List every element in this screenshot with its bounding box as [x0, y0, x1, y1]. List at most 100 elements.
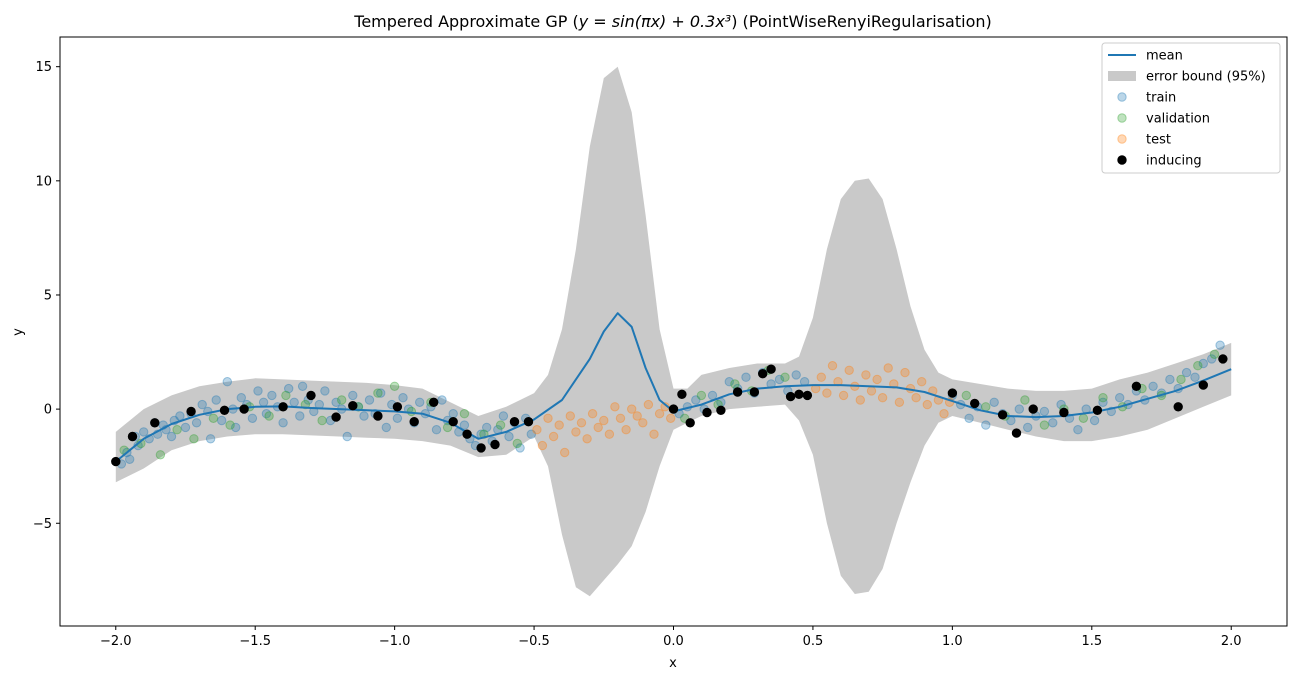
test-point [582, 434, 592, 444]
train-point [691, 395, 701, 405]
x-tick-label: −1.0 [379, 634, 411, 649]
train-point [284, 383, 294, 394]
inducing-point [1131, 381, 1142, 391]
chart-title-math: y = sin(πx) + 0.3x³ [578, 12, 731, 31]
train-point [231, 422, 241, 433]
inducing-point [1028, 404, 1038, 414]
test-point [593, 422, 603, 433]
validation-point [281, 390, 291, 401]
train-point [331, 397, 341, 407]
test-point [649, 429, 659, 439]
test-point [816, 372, 826, 382]
inducing-point [186, 406, 196, 417]
inducing-point [749, 387, 760, 397]
train-point [415, 397, 425, 407]
train-point [431, 425, 442, 435]
y-tick-label: 15 [35, 60, 52, 75]
inducing-point [1218, 354, 1228, 364]
train-point [1098, 397, 1108, 407]
test-point [537, 440, 548, 451]
axes: −2.0 −1.5 −1.0 −0.5 0.0 0.5 1.0 1.5 2.0 −5 0 5 10 15 [33, 36, 1288, 649]
inducing-point [1198, 380, 1209, 390]
inducing-point [462, 429, 472, 439]
inducing-point [278, 402, 288, 412]
test-point [894, 397, 905, 407]
test-point [554, 420, 564, 430]
inducing-point [668, 404, 679, 414]
inducing-point [509, 417, 520, 427]
train-point [217, 415, 227, 426]
train-point [125, 454, 135, 464]
validation-point [373, 388, 383, 398]
chart-title-suffix: ) (PointWiseRenyiRegularisation) [731, 12, 992, 31]
train-point [348, 390, 358, 401]
x-tick-label: 1.0 [942, 634, 963, 649]
inducing-point [785, 391, 796, 402]
legend-box [1101, 42, 1281, 174]
test-point [571, 427, 581, 437]
train-point [741, 372, 751, 382]
inducing-point [716, 405, 726, 415]
x-tick-label: −0.5 [518, 634, 550, 649]
train-point [981, 420, 991, 430]
test-point [532, 425, 542, 435]
inducing-point [523, 417, 534, 427]
inducing-point [794, 389, 804, 399]
test-point [548, 431, 559, 442]
x-tick-label: 2.0 [1221, 634, 1242, 649]
test-point [872, 374, 882, 385]
validation-point [1078, 413, 1089, 423]
inducing-point [758, 369, 768, 379]
inducing-point [331, 412, 341, 422]
validation-point [337, 395, 347, 405]
inducing-point [802, 390, 813, 401]
validation-point [1176, 374, 1186, 385]
validation-point [442, 422, 453, 433]
legend-entry-test: test [1117, 133, 1171, 148]
legend-band-swatch [1108, 71, 1136, 81]
train-point [1165, 374, 1175, 385]
train-point [258, 397, 269, 407]
train-point [504, 431, 514, 442]
test-point [565, 411, 575, 421]
inducing-point [1173, 402, 1183, 412]
inducing-point [373, 411, 383, 421]
test-point [604, 429, 615, 439]
validation-point [696, 390, 707, 401]
test-point [615, 413, 626, 423]
validation-point [1193, 361, 1203, 371]
train-point [398, 393, 408, 403]
validation-point [780, 372, 790, 382]
validation-point [264, 411, 274, 421]
train-point [1089, 415, 1100, 426]
validation-point [459, 409, 470, 419]
series-inducing [111, 354, 1228, 467]
test-point [939, 409, 949, 419]
test-point [576, 418, 587, 428]
train-point [774, 374, 785, 385]
inducing-point [429, 397, 439, 407]
train-point [1215, 340, 1225, 350]
train-point [724, 377, 734, 387]
test-point [877, 393, 888, 403]
test-point [560, 447, 570, 458]
test-point [855, 395, 865, 405]
validation-point [1098, 393, 1108, 403]
legend-marker-swatch [1117, 113, 1127, 123]
validation-point [1209, 349, 1220, 359]
test-point [911, 393, 921, 403]
test-point [838, 390, 849, 401]
train-point [1039, 406, 1050, 417]
train-point [1181, 367, 1192, 378]
train-point [295, 411, 305, 421]
train-point [392, 413, 403, 423]
y-axis-label: y [11, 328, 26, 336]
train-point [342, 431, 352, 442]
inducing-point [111, 456, 121, 467]
chart-title-prefix: Tempered Approximate GP ( [353, 12, 578, 31]
legend-label: test [1146, 133, 1171, 148]
test-point [643, 399, 654, 410]
inducing-point [970, 398, 980, 409]
validation-point [317, 415, 327, 426]
